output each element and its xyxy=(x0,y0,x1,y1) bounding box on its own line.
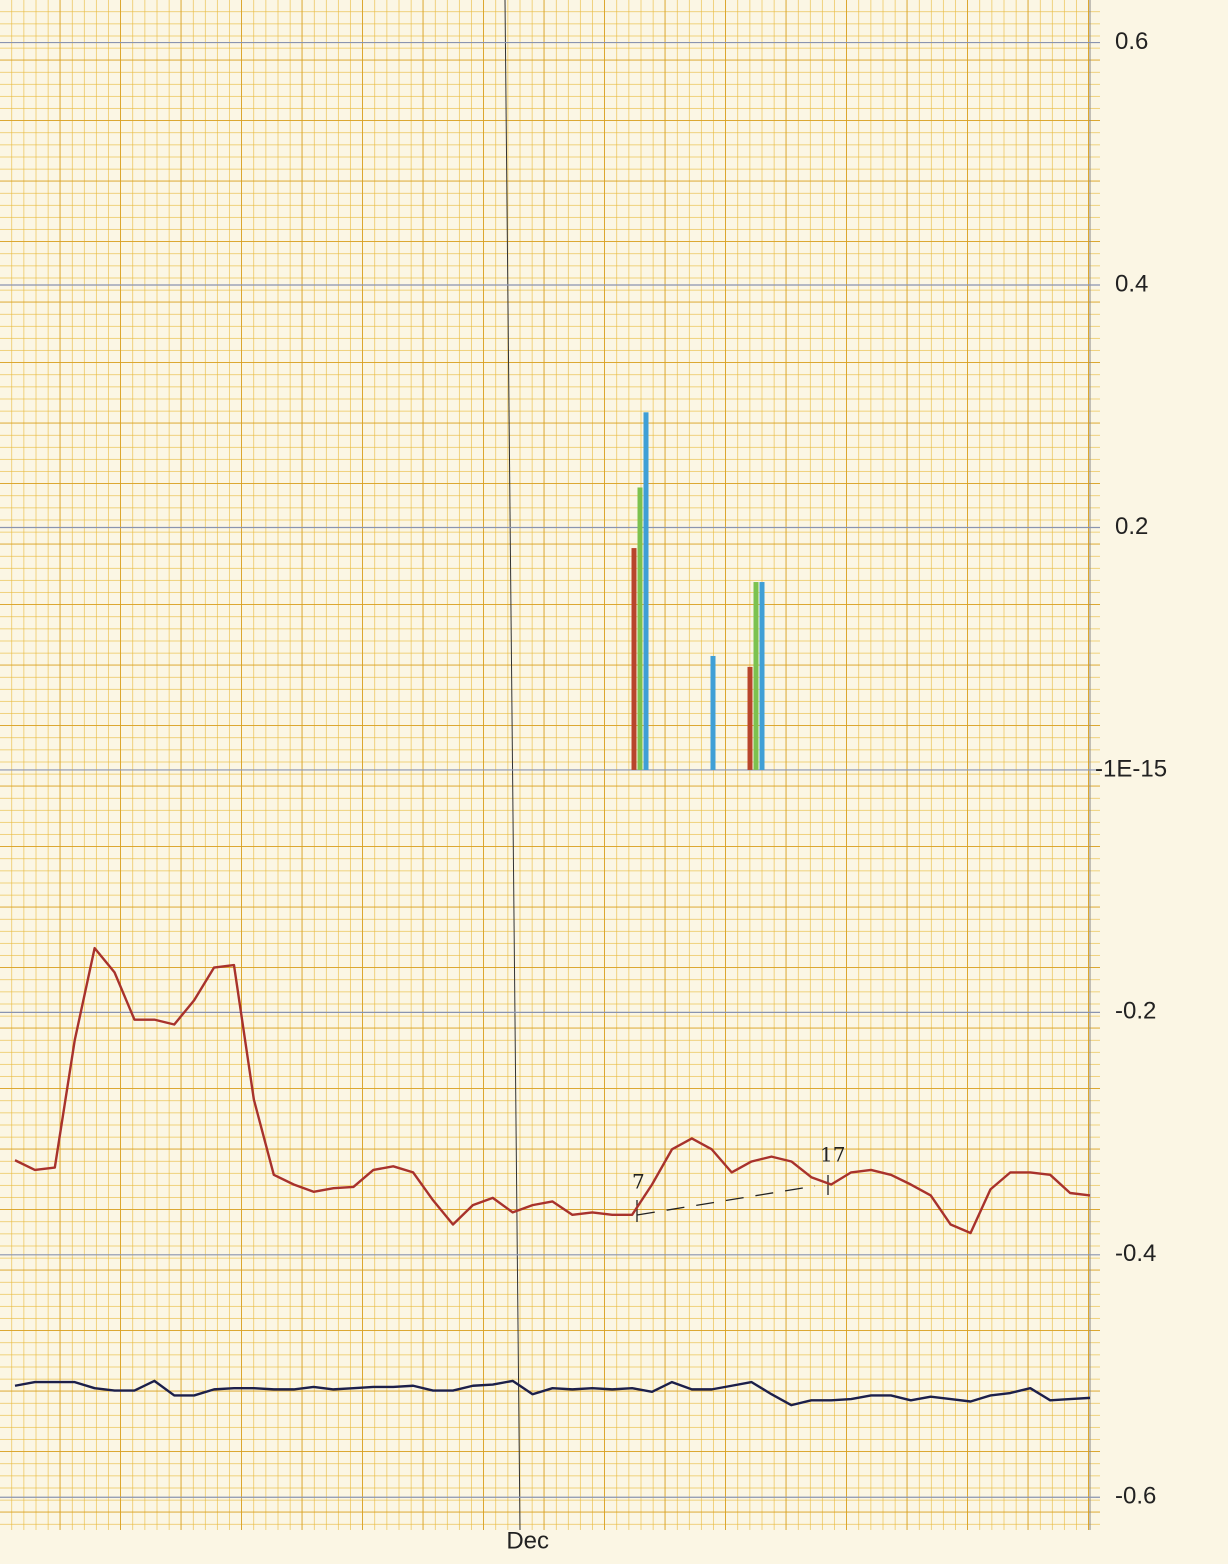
bar xyxy=(710,655,716,770)
annotation: 7 xyxy=(632,1170,645,1194)
line-series xyxy=(14,1379,1091,1407)
y-tick-label: -0.2 xyxy=(1115,998,1156,1025)
y-tick-label: -1E-15 xyxy=(1095,755,1167,782)
line-series xyxy=(14,946,1091,1235)
center-line xyxy=(504,0,521,1531)
y-tick-label: 0.2 xyxy=(1115,513,1148,540)
bar xyxy=(747,666,753,770)
y-tick-label: -0.6 xyxy=(1115,1483,1156,1510)
bar xyxy=(637,487,643,770)
bar xyxy=(643,412,649,770)
annotation: 17 xyxy=(820,1143,845,1167)
annotation-line xyxy=(636,1185,816,1216)
graph-paper-major xyxy=(0,0,1100,1530)
bar xyxy=(759,582,765,770)
bar xyxy=(753,582,759,770)
bar xyxy=(631,548,637,770)
y-tick-label: 0.6 xyxy=(1115,28,1148,55)
y-tick-label: -0.4 xyxy=(1115,1240,1156,1267)
x-tick-label: Dec xyxy=(506,1527,549,1554)
y-tick-label: 0.4 xyxy=(1115,270,1148,297)
